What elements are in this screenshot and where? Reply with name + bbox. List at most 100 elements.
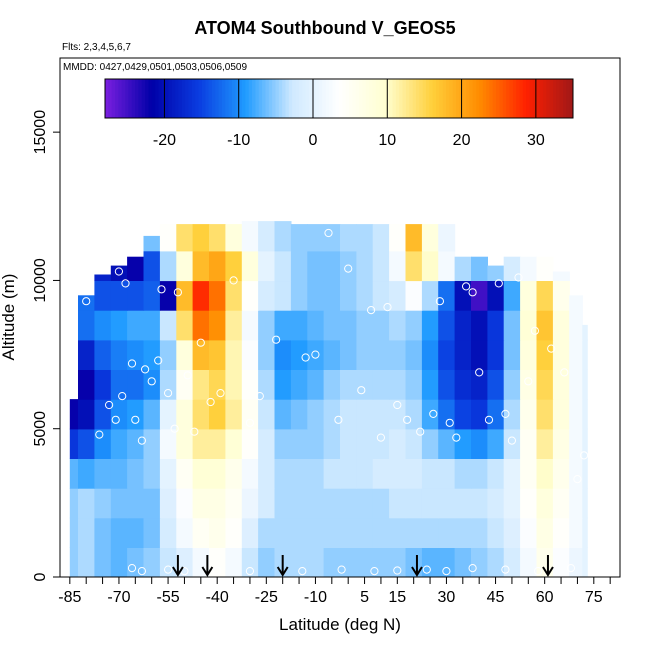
chart-title: ATOM4 Southbound V_GEOS5 — [194, 18, 456, 38]
heatmap-cell — [582, 399, 588, 430]
heatmap-cell — [94, 310, 112, 341]
heatmap-cell — [307, 339, 325, 370]
heatmap-cell — [94, 399, 112, 430]
heatmap-cell — [552, 369, 570, 400]
colorbar-swatch — [268, 79, 273, 118]
heatmap-cell — [454, 547, 472, 577]
heatmap-cell — [110, 310, 128, 341]
heatmap-cell — [552, 399, 570, 430]
heatmap-cell — [127, 458, 145, 489]
heatmap-cell — [241, 221, 259, 252]
heatmap-cell — [552, 339, 570, 370]
heatmap-cell — [421, 517, 439, 548]
observation-point — [475, 368, 484, 377]
heatmap-cell — [143, 399, 161, 430]
heatmap-cell — [225, 458, 243, 489]
colorbar-swatch — [339, 79, 343, 118]
heatmap-cell — [225, 517, 243, 548]
heatmap-cell — [307, 399, 325, 430]
heatmap-cell — [290, 488, 308, 519]
colorbar-swatch — [429, 79, 433, 118]
heatmap-cell — [552, 271, 570, 281]
heatmap-cell — [405, 339, 423, 370]
heatmap-cell — [569, 547, 583, 577]
colorbar-swatch — [435, 79, 440, 118]
heatmap-cell — [471, 310, 488, 341]
colorbar-swatch — [208, 79, 213, 118]
x-tick-label: -10 — [304, 589, 327, 606]
heatmap-cell — [421, 369, 439, 400]
heatmap-cell — [307, 369, 325, 400]
colorbar-swatch — [275, 79, 280, 118]
heatmap-cell — [258, 517, 276, 548]
heatmap-cell — [176, 310, 194, 341]
colorbar-swatch — [456, 79, 460, 118]
colorbar-swatch — [462, 79, 467, 118]
heatmap-cell — [274, 221, 292, 252]
heatmap-cell — [209, 310, 226, 341]
heatmap-cell — [69, 517, 79, 548]
colorbar-swatch — [325, 79, 330, 118]
heatmap-cell — [209, 458, 226, 489]
heatmap-cell — [323, 517, 341, 548]
heatmap-cell — [78, 369, 95, 400]
heatmap-cell — [143, 250, 161, 282]
heatmap-cell — [340, 517, 357, 548]
heatmap-cell — [258, 369, 276, 400]
heatmap-cell — [405, 547, 423, 577]
heatmap-cell — [569, 310, 583, 341]
colorbar-swatch — [145, 79, 149, 118]
colorbar-tick-label: 20 — [453, 132, 471, 149]
heatmap-cell — [323, 310, 341, 341]
observation-point — [285, 208, 294, 217]
heatmap-cell — [209, 517, 226, 548]
heatmap-cell — [78, 547, 95, 577]
colorbar-tick-label: 0 — [309, 132, 318, 149]
heatmap-cell — [503, 256, 521, 281]
heatmap-cell — [258, 458, 276, 489]
heatmap-cell — [372, 250, 390, 282]
heatmap-cell — [421, 224, 439, 252]
colorbar-swatch — [188, 79, 193, 118]
heatmap-cell — [405, 369, 423, 400]
heatmap-cell — [209, 488, 226, 519]
heatmap-cell — [143, 280, 161, 311]
colorbar-swatch — [355, 79, 360, 118]
heatmap-cell — [487, 458, 505, 489]
heatmap-cell — [520, 280, 538, 311]
colorbar-swatch — [559, 79, 564, 118]
heatmap-cell — [159, 369, 177, 400]
x-tick-label: 75 — [585, 589, 603, 606]
heatmap-cell — [569, 339, 583, 370]
heatmap-cell — [69, 399, 79, 430]
observation-point — [442, 567, 451, 576]
heatmap-cell — [340, 280, 357, 311]
heatmap-cell — [176, 369, 194, 400]
heatmap-cell — [290, 224, 308, 252]
heatmap-cell — [454, 256, 472, 281]
colorbar-swatch — [422, 79, 427, 118]
heatmap-cell — [274, 488, 292, 519]
colorbar-tick-label: 30 — [527, 132, 545, 149]
colorbar-swatch — [549, 79, 554, 118]
colorbar-swatch — [502, 79, 507, 118]
heatmap-cell — [569, 369, 583, 400]
heatmap-cell — [176, 458, 194, 489]
heatmap-cell — [503, 339, 521, 370]
heatmap-cell — [536, 310, 554, 341]
heatmap-cell — [356, 280, 374, 311]
heatmap-cell — [471, 399, 488, 430]
colorbar-swatch — [539, 79, 544, 118]
x-tick-label: -85 — [58, 589, 81, 606]
heatmap-cell — [503, 310, 521, 341]
heatmap-cell — [241, 280, 259, 311]
heatmap-cell — [487, 339, 505, 370]
colorbar-swatch — [201, 79, 206, 118]
colorbar-swatch — [315, 79, 320, 118]
observation-point — [127, 359, 137, 368]
heatmap-cell — [356, 428, 374, 459]
colorbar-tick-label: 10 — [378, 132, 396, 149]
heatmap-cell — [290, 517, 308, 548]
colorbar-swatch — [242, 79, 246, 118]
heatmap-cell — [274, 399, 292, 430]
